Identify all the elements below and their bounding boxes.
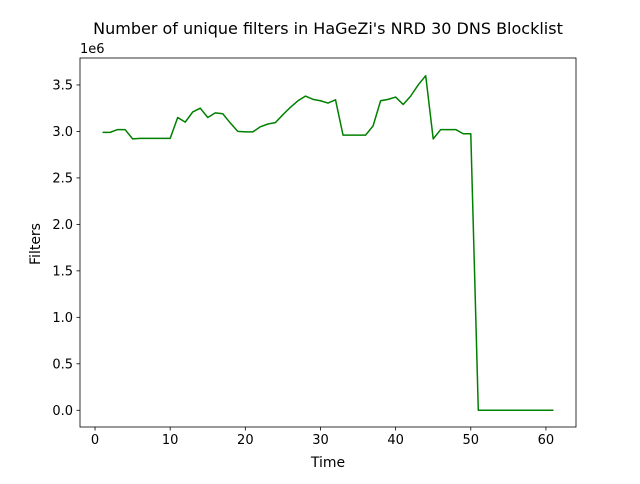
y-axis: 0.0 0.5 1.0 1.5 2.0 2.5 3.0 3.5 xyxy=(52,78,80,419)
x-tick-label: 60 xyxy=(538,433,555,448)
y-tick-label: 0.5 xyxy=(52,357,73,372)
y-tick-label: 1.5 xyxy=(52,264,73,279)
y-offset-label: 1e6 xyxy=(80,42,105,57)
series-line-0 xyxy=(102,74,554,412)
y-tick-label: 3.0 xyxy=(52,125,73,140)
x-tick-label: 40 xyxy=(387,433,404,448)
y-axis-label: Filters xyxy=(28,223,44,265)
y-tick-label: 2.0 xyxy=(52,218,73,233)
x-tick-label: 50 xyxy=(463,433,480,448)
plot-frame xyxy=(79,57,577,428)
x-axis: 0 10 20 30 40 50 60 xyxy=(91,427,554,448)
x-tick-label: 10 xyxy=(162,433,179,448)
y-tick-label: 1.0 xyxy=(52,311,73,326)
y-tick-label: 2.5 xyxy=(52,171,73,186)
x-axis-label: Time xyxy=(310,455,345,471)
x-tick-label: 20 xyxy=(237,433,254,448)
x-tick-label: 30 xyxy=(312,433,329,448)
x-tick-label: 0 xyxy=(91,433,99,448)
plot-area xyxy=(79,57,577,428)
chart-title: Number of unique filters in HaGeZi's NRD… xyxy=(93,19,563,38)
y-tick-label: 0.0 xyxy=(52,404,73,419)
y-tick-label: 3.5 xyxy=(52,78,73,93)
